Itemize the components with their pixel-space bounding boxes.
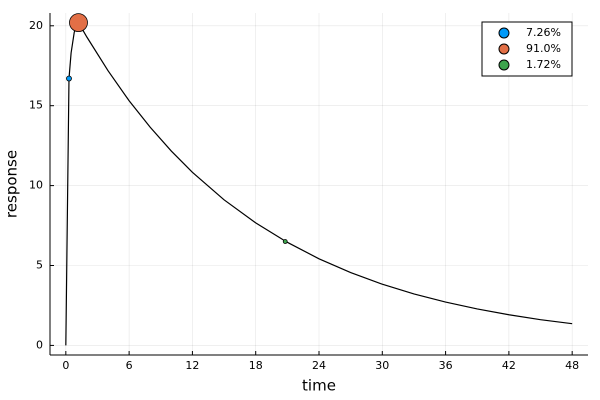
x-tick-label: 18	[249, 359, 263, 372]
x-tick-label: 24	[312, 359, 326, 372]
legend-label: 1.72%	[526, 58, 561, 71]
x-tick-label: 42	[502, 359, 516, 372]
x-tick-label: 30	[375, 359, 389, 372]
legend-box	[481, 21, 573, 77]
y-tick-label: 15	[29, 99, 43, 112]
scatter-point	[282, 239, 288, 244]
x-tick-label: 48	[565, 359, 579, 372]
x-tick-label: 12	[185, 359, 199, 372]
legend-marker	[498, 27, 510, 39]
y-tick-label: 5	[36, 259, 43, 272]
x-tick-label: 0	[62, 359, 69, 372]
legend-marker	[498, 59, 510, 71]
x-tick-label: 36	[439, 359, 453, 372]
scatter-point	[66, 75, 72, 82]
x-tick-label: 6	[126, 359, 133, 372]
y-tick-label: 0	[36, 338, 43, 351]
x-axis-label: time	[302, 377, 336, 395]
y-axis-label: response	[3, 150, 21, 218]
legend: 7.26% 91.0% 1.72%	[481, 21, 573, 77]
y-tick-label: 10	[29, 179, 43, 192]
legend-label: 91.0%	[526, 42, 561, 55]
y-tick-label: 20	[29, 19, 43, 32]
legend-marker	[498, 43, 510, 55]
legend-label: 7.26%	[526, 26, 561, 39]
scatter-point	[69, 13, 88, 32]
